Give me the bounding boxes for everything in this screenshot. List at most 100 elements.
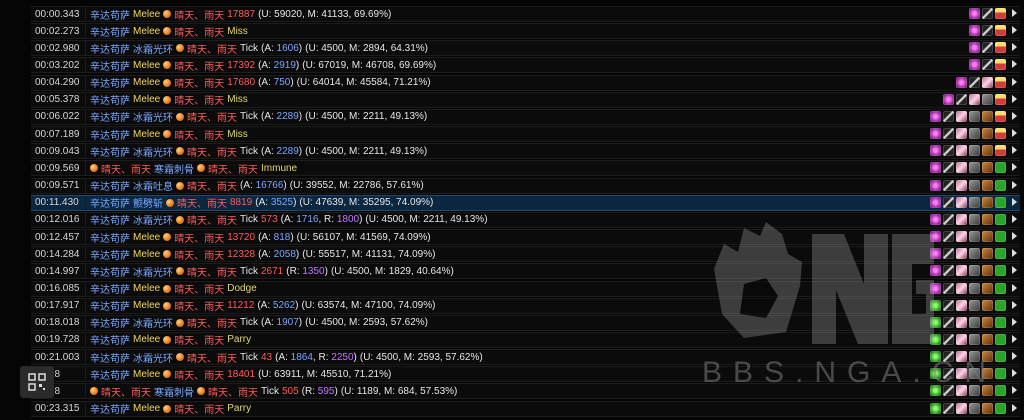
aura-icon[interactable] — [930, 231, 941, 243]
expand-arrow-icon[interactable] — [1012, 163, 1017, 172]
rune-icon[interactable] — [982, 231, 993, 243]
green-icon[interactable] — [930, 316, 941, 328]
wing-icon[interactable] — [956, 333, 967, 345]
aura-icon[interactable] — [956, 76, 967, 88]
gray-icon[interactable] — [969, 196, 980, 208]
log-row[interactable]: 00:09.571 辛达苟萨 冰霜吐息 晴天、雨天 (A: 16766) (U: 3955… — [31, 177, 1020, 194]
gray-icon[interactable] — [969, 265, 980, 277]
expand-arrow-icon[interactable] — [1012, 146, 1017, 155]
stick-icon[interactable] — [943, 299, 954, 311]
expand-arrow-icon[interactable] — [1012, 9, 1017, 17]
wing-icon[interactable] — [956, 368, 967, 380]
green-icon[interactable] — [930, 385, 941, 397]
gift-icon[interactable] — [995, 145, 1006, 157]
check-icon[interactable] — [995, 231, 1006, 243]
gift-icon[interactable] — [995, 110, 1006, 122]
expand-arrow-icon[interactable] — [1012, 77, 1017, 86]
gift-icon[interactable] — [995, 25, 1006, 37]
check-icon[interactable] — [995, 402, 1006, 414]
gray-icon[interactable] — [969, 368, 980, 380]
log-row[interactable]: 00:17.917 辛达苟萨 Melee 晴天、雨天 11212 (A: 5262) (U:… — [31, 297, 1020, 314]
aura-icon[interactable] — [930, 282, 941, 294]
aura-icon[interactable] — [969, 25, 980, 37]
expand-arrow-icon[interactable] — [1012, 317, 1017, 326]
aura-icon[interactable] — [969, 8, 980, 19]
wing-icon[interactable] — [956, 351, 967, 363]
stick-icon[interactable] — [943, 402, 954, 414]
aura-icon[interactable] — [969, 42, 980, 54]
gray-icon[interactable] — [969, 162, 980, 174]
stick-icon[interactable] — [943, 351, 954, 363]
rune-icon[interactable] — [982, 282, 993, 294]
expand-arrow-icon[interactable] — [1012, 111, 1017, 120]
rune-icon[interactable] — [982, 145, 993, 157]
stick-icon[interactable] — [943, 128, 954, 140]
log-row[interactable]: 00:12.457 辛达苟萨 Melee 晴天、雨天 13720 (A: 818) (U: … — [31, 229, 1020, 246]
stick-icon[interactable] — [956, 93, 967, 105]
log-row[interactable]: 00:00.343 辛达苟萨 Melee 晴天、雨天 17887 (U: 59020, M… — [31, 6, 1020, 22]
log-row[interactable]: 00:18.018 辛达苟萨 冰霜光环 晴天、雨天 Tick (A: 1907) (U: 4… — [31, 314, 1020, 331]
wing-icon[interactable] — [982, 76, 993, 88]
wing-icon[interactable] — [956, 402, 967, 414]
stick-icon[interactable] — [943, 162, 954, 174]
check-icon[interactable] — [995, 368, 1006, 380]
expand-arrow-icon[interactable] — [1012, 197, 1017, 206]
gift-icon[interactable] — [995, 76, 1006, 88]
expand-arrow-icon[interactable] — [1012, 60, 1017, 69]
wing-icon[interactable] — [956, 145, 967, 157]
gray-icon[interactable] — [969, 351, 980, 363]
expand-arrow-icon[interactable] — [1012, 300, 1017, 309]
green-icon[interactable] — [930, 368, 941, 380]
expand-arrow-icon[interactable] — [1012, 403, 1017, 412]
log-row[interactable]: 00:06.022 辛达苟萨 冰霜光环 晴天、雨天 Tick (A: 2289) (U: 4… — [31, 108, 1020, 125]
stick-icon[interactable] — [943, 333, 954, 345]
rune-icon[interactable] — [982, 402, 993, 414]
gray-icon[interactable] — [982, 93, 993, 105]
log-row[interactable]: 00:23.315 辛达苟萨 Melee 晴天、雨天 Parry — [31, 400, 1020, 417]
gray-icon[interactable] — [969, 128, 980, 140]
aura-icon[interactable] — [930, 248, 941, 260]
check-icon[interactable] — [995, 316, 1006, 328]
gray-icon[interactable] — [969, 231, 980, 243]
rune-icon[interactable] — [982, 316, 993, 328]
stick-icon[interactable] — [982, 25, 993, 37]
rune-icon[interactable] — [982, 333, 993, 345]
gift-icon[interactable] — [995, 128, 1006, 140]
expand-arrow-icon[interactable] — [1012, 369, 1017, 378]
log-row[interactable]: 00:12.016 辛达苟萨 冰霜光环 晴天、雨天 Tick 573 (A: 1716, R… — [31, 211, 1020, 228]
gift-icon[interactable] — [995, 59, 1006, 71]
rune-icon[interactable] — [982, 265, 993, 277]
gray-icon[interactable] — [969, 316, 980, 328]
wing-icon[interactable] — [956, 196, 967, 208]
green-icon[interactable] — [930, 333, 941, 345]
wing-icon[interactable] — [956, 282, 967, 294]
stick-icon[interactable] — [943, 385, 954, 397]
gray-icon[interactable] — [969, 179, 980, 191]
gift-icon[interactable] — [995, 42, 1006, 54]
qr-code-icon[interactable] — [20, 366, 54, 398]
stick-icon[interactable] — [982, 8, 993, 19]
stick-icon[interactable] — [982, 42, 993, 54]
stick-icon[interactable] — [943, 110, 954, 122]
gray-icon[interactable] — [969, 213, 980, 225]
check-icon[interactable] — [995, 282, 1006, 294]
check-icon[interactable] — [995, 196, 1006, 208]
check-icon[interactable] — [995, 333, 1006, 345]
green-icon[interactable] — [930, 299, 941, 311]
expand-arrow-icon[interactable] — [1012, 214, 1017, 223]
wing-icon[interactable] — [956, 179, 967, 191]
aura-icon[interactable] — [930, 265, 941, 277]
expand-arrow-icon[interactable] — [1012, 43, 1017, 52]
rune-icon[interactable] — [982, 248, 993, 260]
rune-icon[interactable] — [982, 128, 993, 140]
rune-icon[interactable] — [982, 368, 993, 380]
log-row[interactable]: 00:11.430 辛达苟萨 颤劈斩 晴天、雨天 8819 (A: 3525) (U: 47… — [31, 194, 1020, 211]
expand-arrow-icon[interactable] — [1012, 266, 1017, 275]
stick-icon[interactable] — [982, 59, 993, 71]
wing-icon[interactable] — [956, 110, 967, 122]
stick-icon[interactable] — [943, 179, 954, 191]
rune-icon[interactable] — [982, 213, 993, 225]
wing-icon[interactable] — [956, 231, 967, 243]
gift-icon[interactable] — [995, 93, 1006, 105]
